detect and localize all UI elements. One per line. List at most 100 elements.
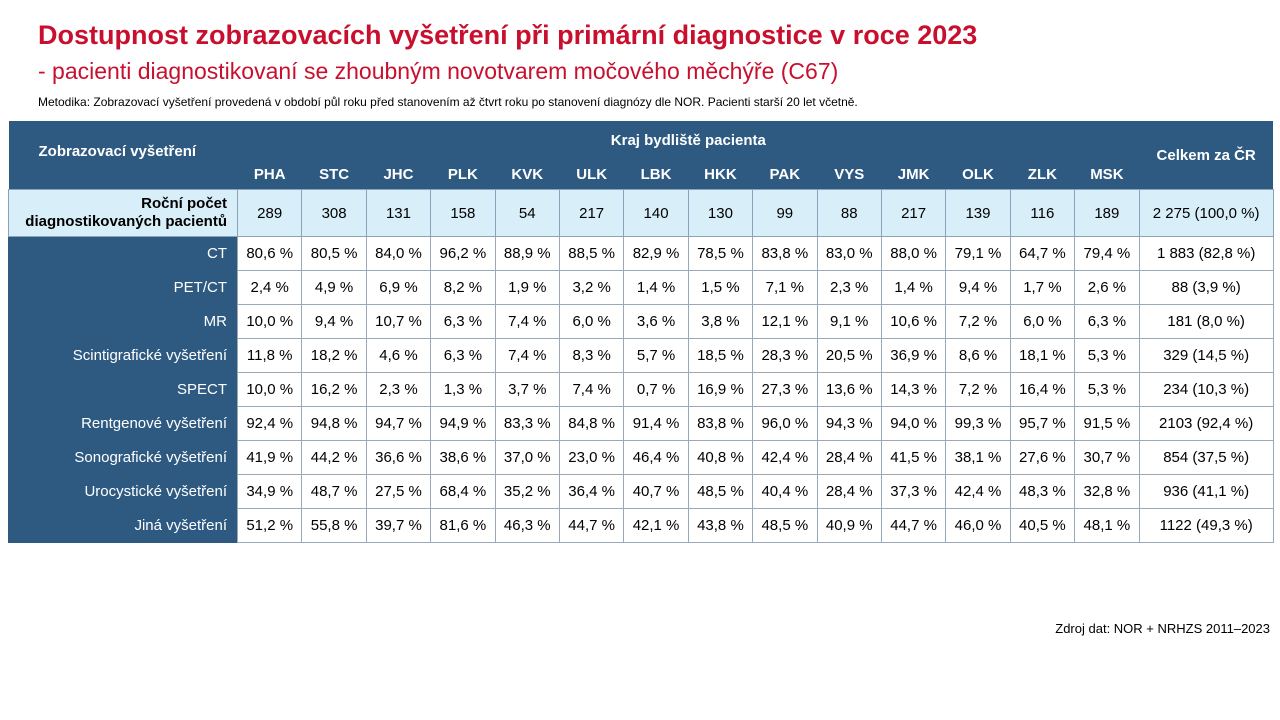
- table-cell: 42,1 %: [623, 508, 689, 543]
- table-cell: 1,4 %: [880, 270, 947, 305]
- table-cell: 1,3 %: [430, 372, 496, 407]
- column-header-region: STC: [301, 159, 367, 190]
- table-cell: 41,9 %: [236, 440, 303, 475]
- table-cell: 55,8 %: [301, 508, 367, 543]
- table-cell: 40,9 %: [816, 508, 882, 543]
- table-cell: 28,3 %: [752, 338, 818, 373]
- page-subtitle: - pacienti diagnostikovaní se zhoubným n…: [38, 58, 839, 84]
- table-cell: 30,7 %: [1074, 440, 1140, 475]
- table-cell: 79,1 %: [945, 236, 1011, 271]
- table-cell: 94,8 %: [301, 406, 367, 441]
- table-cell: 91,4 %: [623, 406, 689, 441]
- row-label: MR: [8, 304, 238, 339]
- table-cell: 6,3 %: [1074, 304, 1140, 339]
- row-label: SPECT: [8, 372, 238, 407]
- table-cell: 88,0 %: [880, 236, 947, 271]
- column-header-region: OLK: [945, 159, 1011, 190]
- table-cell: 83,8 %: [687, 406, 754, 441]
- table-cell: 18,5 %: [687, 338, 754, 373]
- table-row-patient-count: Roční počet diagnostikovaných pacientů 2…: [8, 189, 1274, 237]
- table-cell-count: 131: [365, 189, 432, 237]
- table-cell: 38,6 %: [430, 440, 496, 475]
- table-cell: 46,4 %: [623, 440, 689, 475]
- table-cell: 10,0 %: [236, 372, 303, 407]
- table-cell-count: 54: [494, 189, 560, 237]
- table-cell: 44,7 %: [880, 508, 947, 543]
- table-cell: 1,9 %: [494, 270, 560, 305]
- table-cell: 7,2 %: [945, 372, 1011, 407]
- table-cell-count: 158: [430, 189, 496, 237]
- table-cell-count: 217: [558, 189, 625, 237]
- table-cell: 0,7 %: [623, 372, 689, 407]
- table-cell: 68,4 %: [430, 474, 496, 509]
- table-cell: 83,0 %: [816, 236, 882, 271]
- table-cell: 7,4 %: [494, 304, 560, 339]
- row-label: CT: [8, 236, 238, 271]
- table-cell: 3,8 %: [687, 304, 754, 339]
- row-label: Jiná vyšetření: [8, 508, 238, 543]
- table-cell-total: 181 (8,0 %): [1138, 304, 1274, 339]
- table-cell: 36,9 %: [880, 338, 947, 373]
- column-header-total: Celkem za ČR: [1139, 121, 1274, 190]
- table-cell: 4,9 %: [301, 270, 367, 305]
- table-cell: 16,2 %: [301, 372, 367, 407]
- table-cell: 83,3 %: [494, 406, 560, 441]
- row-label: Rentgenové vyšetření: [8, 406, 238, 441]
- table-cell: 35,2 %: [494, 474, 560, 509]
- table-cell: 8,2 %: [430, 270, 496, 305]
- table-cell: 3,7 %: [494, 372, 560, 407]
- table-cell: 2,3 %: [816, 270, 882, 305]
- table-cell: 43,8 %: [687, 508, 754, 543]
- table-cell-count: 116: [1009, 189, 1076, 237]
- table-cell-count: 139: [945, 189, 1011, 237]
- table-cell: 94,9 %: [430, 406, 496, 441]
- table-cell: 79,4 %: [1074, 236, 1140, 271]
- column-header-region: PAK: [752, 159, 818, 190]
- table-cell: 37,3 %: [880, 474, 947, 509]
- table-cell: 38,1 %: [945, 440, 1011, 475]
- table-cell: 48,1 %: [1074, 508, 1140, 543]
- column-header-region: JMK: [881, 159, 946, 190]
- row-label-patient-count: Roční počet diagnostikovaných pacientů: [8, 189, 238, 237]
- table-cell: 48,5 %: [752, 508, 818, 543]
- table-cell: 40,7 %: [623, 474, 689, 509]
- column-header-region: PLK: [430, 159, 496, 190]
- table-cell-count-total: 2 275 (100,0 %): [1138, 189, 1274, 237]
- table-cell: 82,9 %: [623, 236, 689, 271]
- table-cell: 37,0 %: [494, 440, 560, 475]
- table-cell: 92,4 %: [236, 406, 303, 441]
- table-cell-total: 936 (41,1 %): [1138, 474, 1274, 509]
- table-cell: 96,0 %: [752, 406, 818, 441]
- table-cell: 8,3 %: [558, 338, 625, 373]
- table-cell: 6,3 %: [430, 304, 496, 339]
- table-cell: 78,5 %: [687, 236, 754, 271]
- table-cell-count: 289: [236, 189, 303, 237]
- table-cell: 10,6 %: [880, 304, 947, 339]
- column-group-region: Kraj bydliště pacienta: [237, 121, 1140, 159]
- table-row: CT 80,6 % 80,5 % 84,0 % 96,2 % 88,9 % 88,5 % 82…: [8, 236, 1274, 271]
- table-cell: 23,0 %: [558, 440, 625, 475]
- table-row: MR 10,0 % 9,4 % 10,7 % 6,3 % 7,4 % 6,0 % 3,6 % 3…: [8, 304, 1274, 339]
- table-cell: 41,5 %: [880, 440, 947, 475]
- table-cell: 4,6 %: [365, 338, 432, 373]
- table-cell: 16,9 %: [687, 372, 754, 407]
- table-cell: 6,9 %: [365, 270, 432, 305]
- table-cell: 40,4 %: [752, 474, 818, 509]
- table-cell: 1,4 %: [623, 270, 689, 305]
- table-cell: 3,6 %: [623, 304, 689, 339]
- table-cell: 48,3 %: [1009, 474, 1076, 509]
- row-label: Scintigrafické vyšetření: [8, 338, 238, 373]
- table-cell-total: 88 (3,9 %): [1138, 270, 1274, 305]
- table-cell-count: 217: [880, 189, 947, 237]
- table-cell: 99,3 %: [945, 406, 1011, 441]
- table-cell-total: 2103 (92,4 %): [1138, 406, 1274, 441]
- table-cell: 18,1 %: [1009, 338, 1076, 373]
- table-cell-count: 99: [752, 189, 818, 237]
- column-header-examination: Zobrazovací vyšetření: [8, 121, 238, 190]
- table-row: Scintigrafické vyšetření 11,8 % 18,2 % 4,6 …: [8, 338, 1274, 373]
- table-row: Sonografické vyšetření 41,9 % 44,2 % 36,6 %…: [8, 440, 1274, 475]
- table-cell-total: 329 (14,5 %): [1138, 338, 1274, 373]
- column-header-region: ULK: [559, 159, 624, 190]
- methodology-note: Metodika: Zobrazovací vyšetření proveden…: [38, 95, 858, 109]
- table-cell-total: 234 (10,3 %): [1138, 372, 1274, 407]
